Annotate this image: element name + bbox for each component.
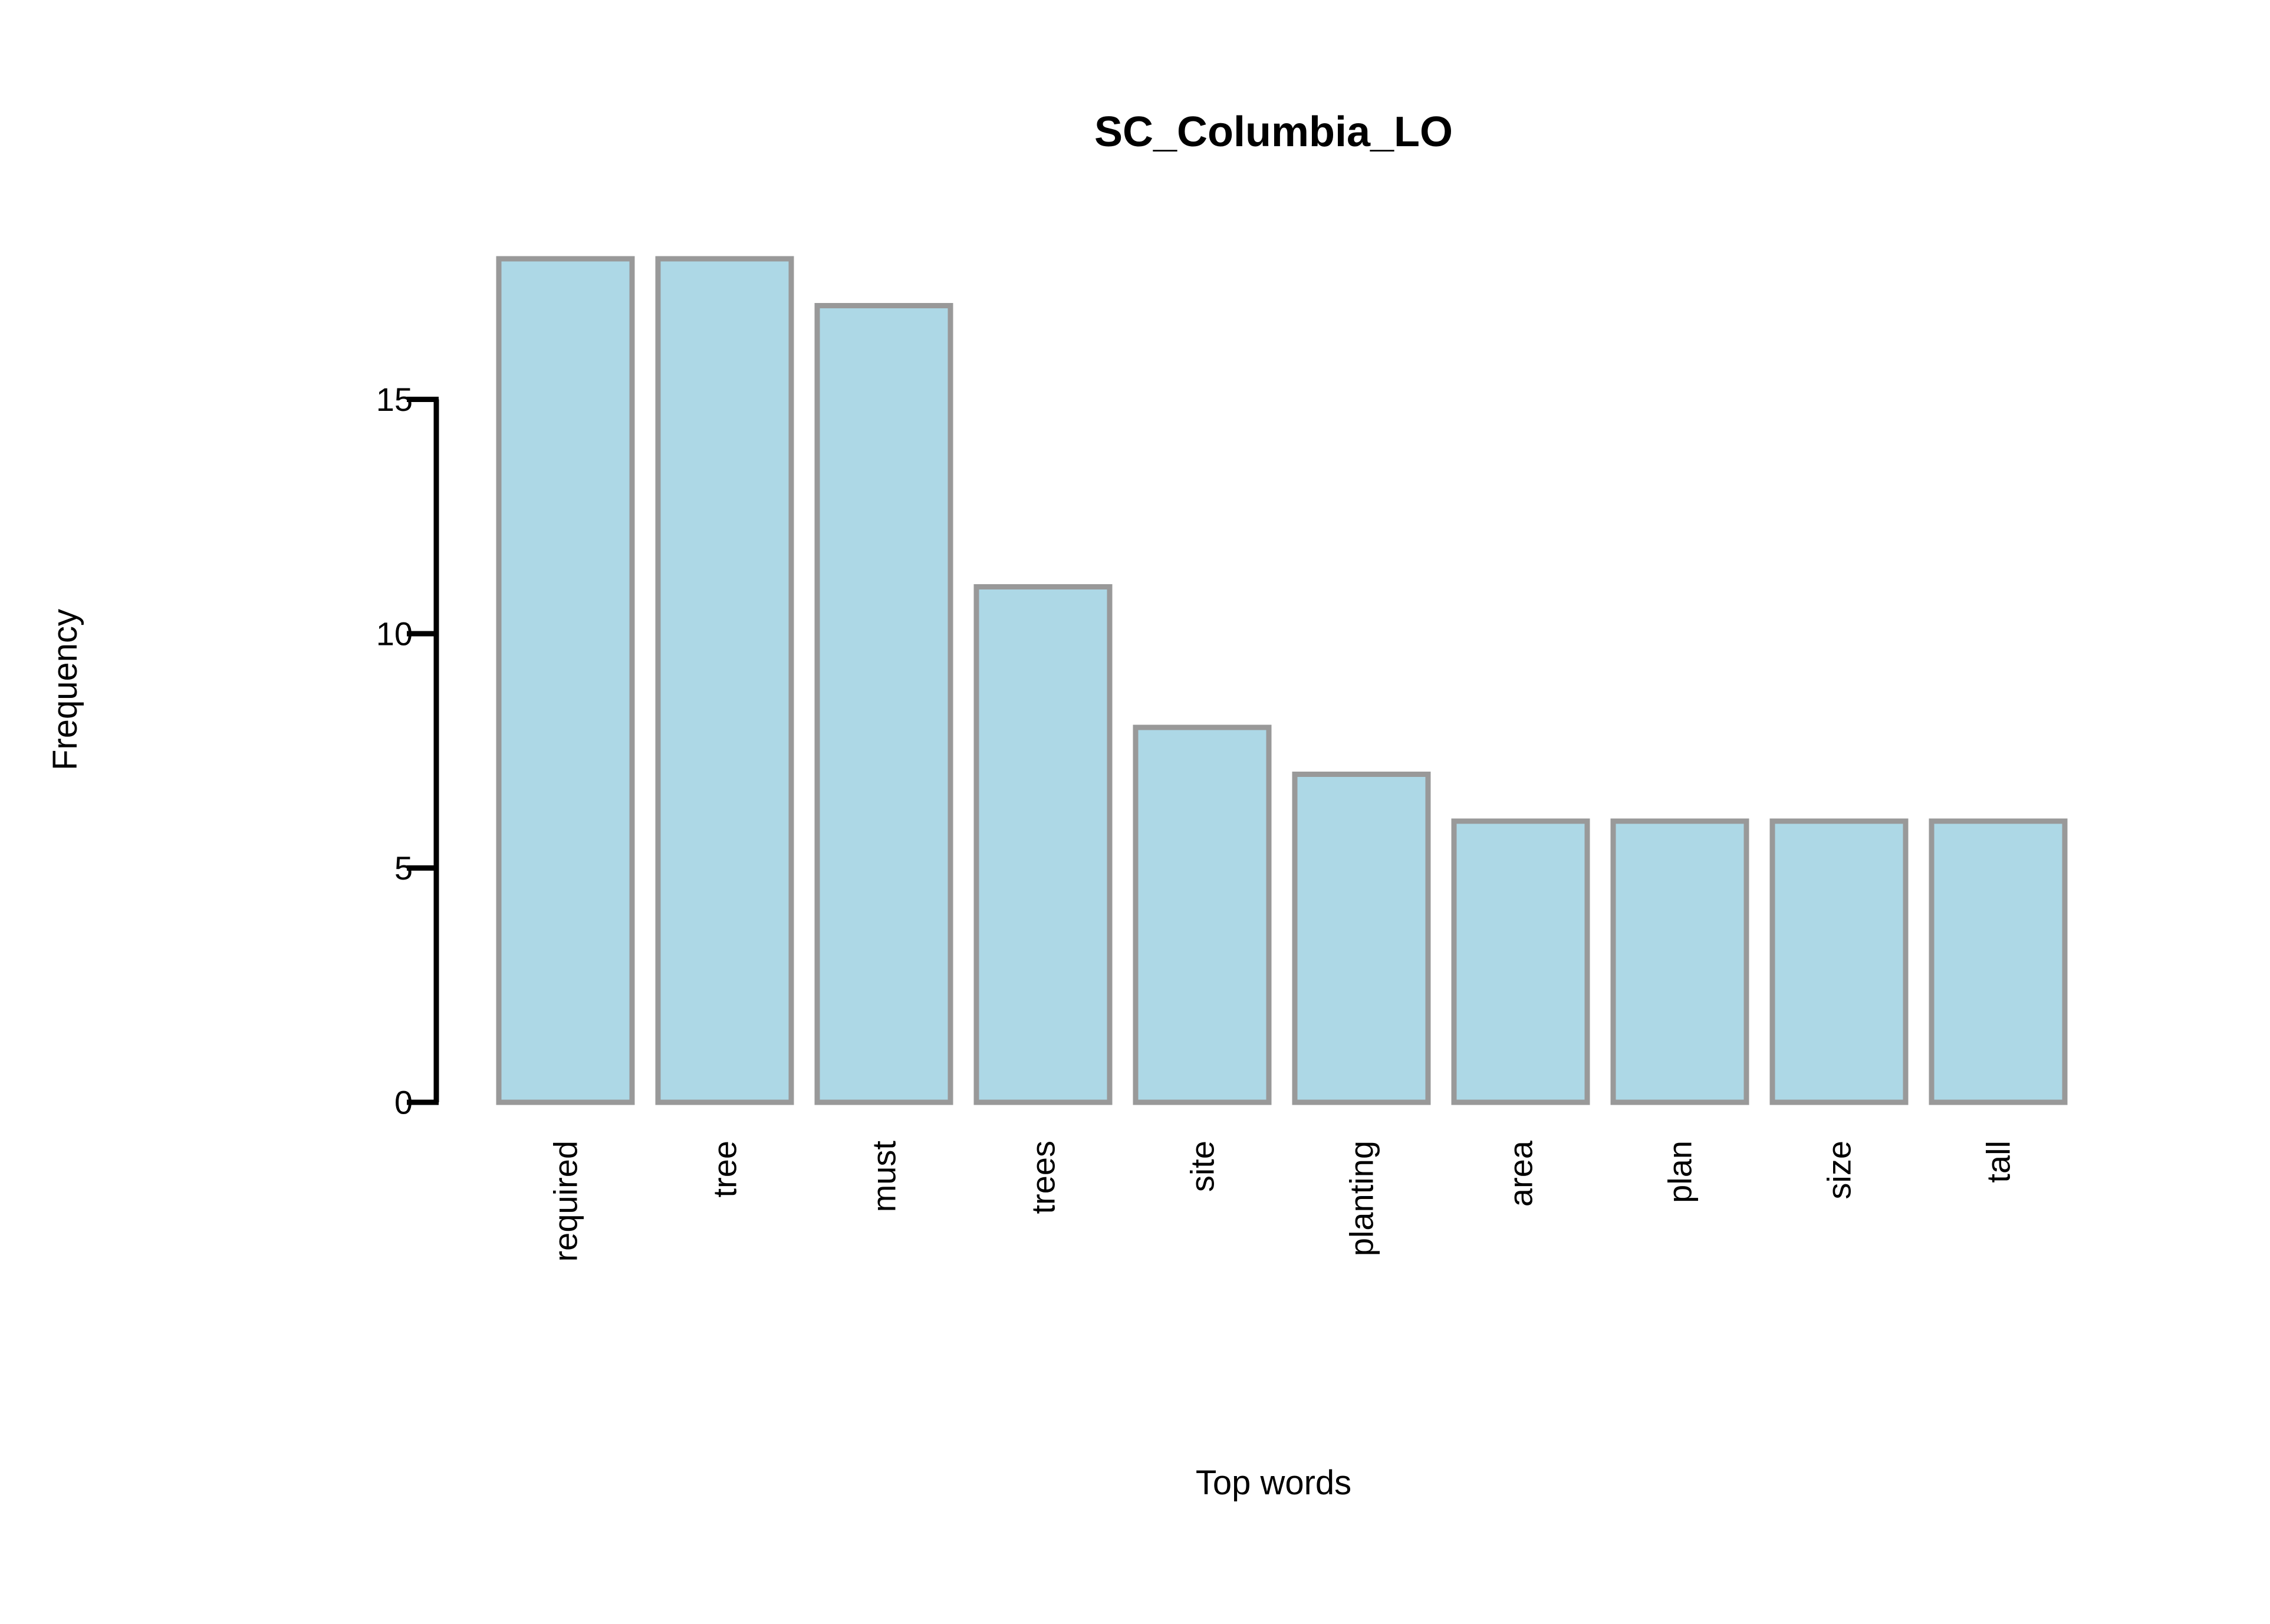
y-tick-label-10: 10 — [376, 615, 413, 653]
bar-must — [814, 303, 953, 1105]
x-tick-label-site: site — [1184, 1141, 1221, 1192]
x-tick-label-trees: trees — [1025, 1141, 1062, 1214]
x-tick-label-size: size — [1821, 1141, 1858, 1200]
x-axis-title: Top words — [1196, 1464, 1351, 1502]
y-tick-label-15: 15 — [376, 381, 413, 418]
bar-size — [1769, 818, 1909, 1105]
bars-group — [496, 256, 2068, 1105]
x-tick-label-tall: tall — [1980, 1141, 2017, 1183]
bar-plan — [1610, 818, 1749, 1105]
bar-planting — [1292, 772, 1431, 1105]
x-axis-labels: required tree must trees site planting area pla… — [547, 1140, 2017, 1261]
bar-required — [496, 256, 635, 1105]
bar-area — [1451, 818, 1590, 1105]
y-tick-label-0: 0 — [394, 1084, 413, 1121]
y-axis: 0 5 10 15 — [376, 381, 439, 1121]
x-tick-label-planting: planting — [1343, 1141, 1380, 1256]
x-tick-label-area: area — [1502, 1140, 1539, 1207]
chart-title: SC_Columbia_LO — [1094, 108, 1453, 156]
bar-trees — [973, 584, 1113, 1105]
x-tick-label-plan: plan — [1662, 1141, 1699, 1203]
x-tick-label-tree: tree — [706, 1141, 743, 1198]
bar-site — [1133, 724, 1272, 1105]
bar-tree — [655, 256, 794, 1105]
y-axis-title: Frequency — [46, 609, 84, 770]
x-tick-label-must: must — [866, 1141, 903, 1213]
y-tick-label-5: 5 — [394, 849, 413, 887]
x-tick-label-required: required — [547, 1141, 584, 1261]
bar-tall — [1929, 818, 2068, 1105]
